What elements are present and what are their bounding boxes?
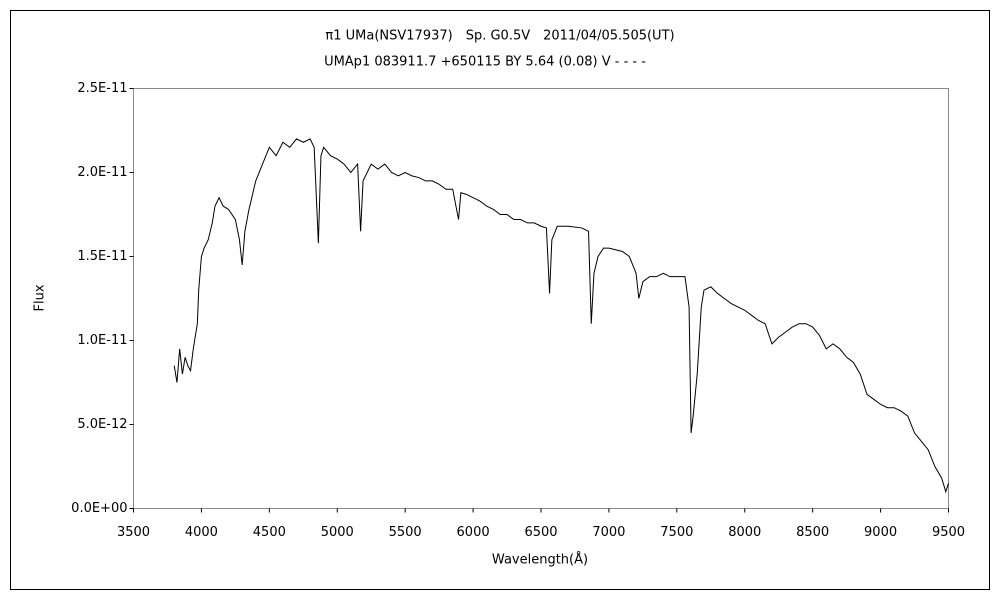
spectrum-line	[173, 138, 949, 494]
y-tick-label: 2.0E-11	[77, 165, 127, 180]
y-tick-label: 2.5E-11	[77, 81, 127, 96]
x-axis-label: Wavelength(Å)	[492, 552, 588, 568]
x-tick-label: 6000	[457, 525, 490, 540]
chart-title: π1 UMa(NSV17937) Sp. G0.5V 2011/04/05.50…	[325, 29, 674, 44]
y-axis-label: Flux	[33, 284, 48, 311]
chart-frame	[10, 10, 990, 590]
x-tick-label: 7500	[660, 525, 693, 540]
x-tick-label: 4000	[185, 525, 218, 540]
y-tick-label: 1.0E-11	[77, 333, 127, 348]
x-tick-label: 9000	[864, 525, 897, 540]
x-tick-label: 6500	[524, 525, 557, 540]
x-tick-label: 8000	[728, 525, 761, 540]
x-tick-label: 9500	[932, 525, 965, 540]
y-tick-label: 5.0E-12	[77, 417, 127, 432]
chart-subtitle: UMAp1 083911.7 +650115 BY 5.64 (0.08) V …	[324, 55, 646, 70]
x-tick-label: 7000	[592, 525, 625, 540]
x-tick-label: 3500	[117, 525, 150, 540]
x-tick-label: 5000	[321, 525, 354, 540]
y-tick-label: 0.0E+00	[71, 501, 127, 516]
x-tick-label: 5500	[389, 525, 422, 540]
x-tick-label: 8500	[796, 525, 829, 540]
y-tick-label: 1.5E-11	[77, 249, 127, 264]
x-tick-label: 4500	[253, 525, 286, 540]
